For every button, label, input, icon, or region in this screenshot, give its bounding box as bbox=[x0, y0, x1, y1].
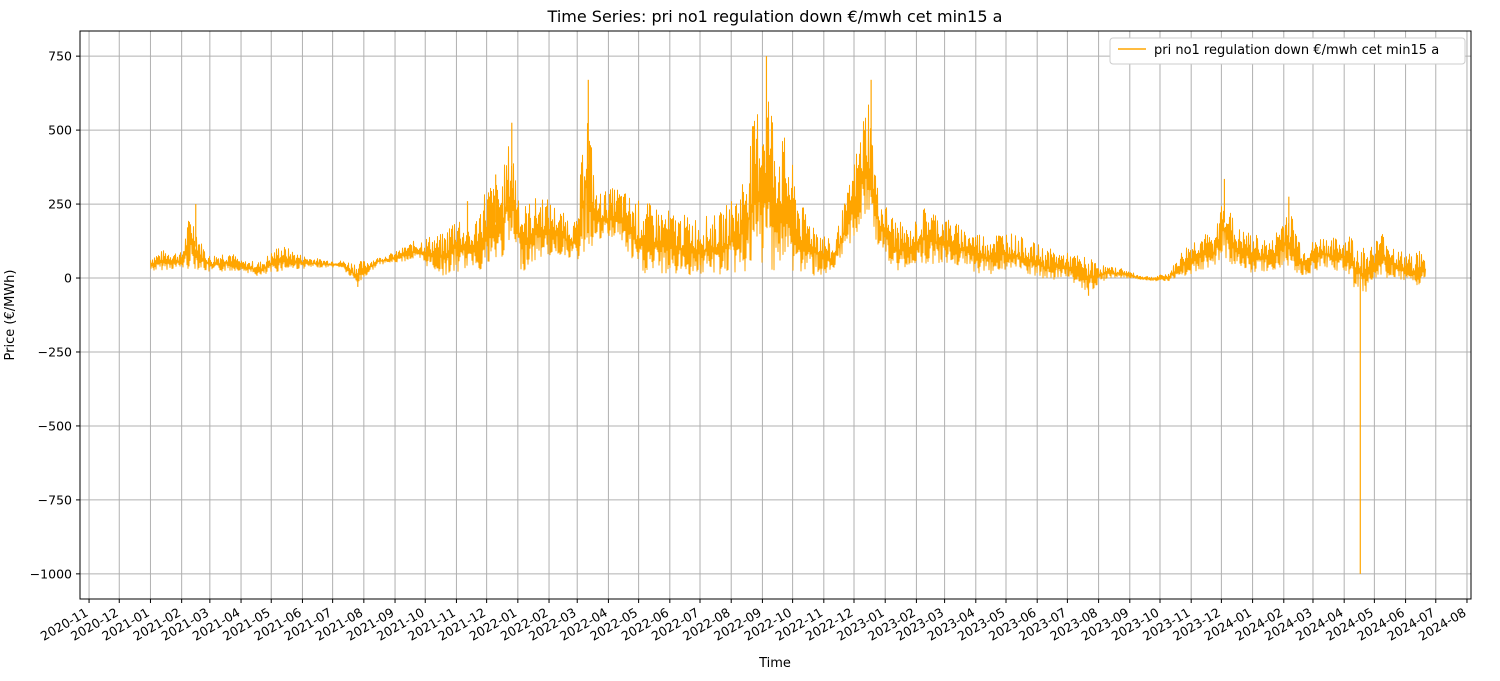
x-axis-label: Time bbox=[758, 656, 791, 671]
y-tick-label: 0 bbox=[64, 271, 72, 286]
y-tick-label: −1000 bbox=[30, 566, 72, 581]
y-tick-label: 250 bbox=[48, 197, 72, 212]
y-tick-label: −250 bbox=[38, 344, 72, 359]
legend: pri no1 regulation down €/mwh cet min15 … bbox=[1109, 37, 1466, 65]
chart-title: Time Series: pri no1 regulation down €/m… bbox=[547, 7, 1003, 26]
y-tick-label: −500 bbox=[38, 418, 72, 433]
y-tick-label: 750 bbox=[48, 49, 72, 64]
y-axis-ticks: 750 500 250 0 −250 −500 −750 −1000 bbox=[30, 49, 80, 581]
y-axis-label: Price (€/MWh) bbox=[3, 270, 18, 361]
legend-box bbox=[1109, 37, 1466, 65]
series-layer bbox=[150, 56, 1426, 574]
series-line bbox=[150, 101, 1426, 292]
y-tick-label: 500 bbox=[48, 123, 72, 138]
legend-label: pri no1 regulation down €/mwh cet min15 … bbox=[1154, 43, 1439, 58]
plot-frame bbox=[79, 30, 1472, 600]
y-tick-label: −750 bbox=[38, 492, 72, 507]
